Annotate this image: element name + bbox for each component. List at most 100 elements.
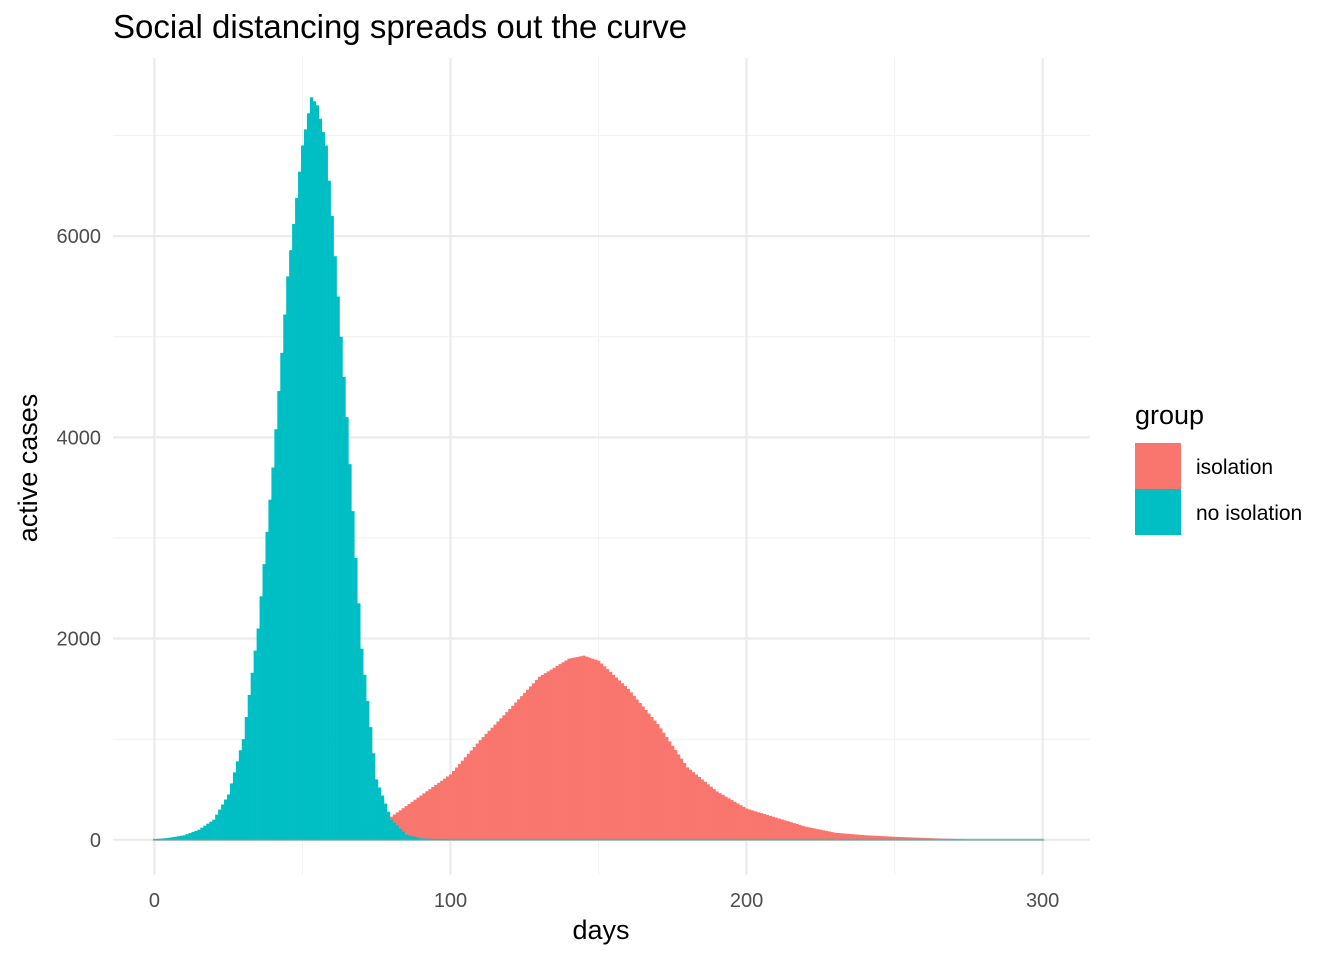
- bar: [665, 737, 669, 840]
- bar: [573, 657, 577, 840]
- bar: [585, 656, 589, 840]
- bar: [298, 171, 302, 840]
- bar: [499, 718, 503, 840]
- bar: [789, 822, 793, 840]
- bar: [517, 699, 521, 840]
- bar: [345, 417, 349, 840]
- bar: [460, 760, 465, 840]
- bar: [913, 837, 918, 840]
- bar: [280, 352, 284, 840]
- y-axis-title: active cases: [13, 394, 43, 543]
- y-tick-label: 0: [90, 830, 101, 852]
- bar: [315, 105, 320, 840]
- bar: [848, 833, 852, 840]
- bar: [668, 741, 672, 840]
- bar: [531, 683, 536, 840]
- bar: [780, 819, 784, 840]
- bar: [478, 740, 482, 840]
- bar: [697, 777, 701, 840]
- bar: [449, 774, 453, 840]
- y-tick-label: 2000: [57, 629, 102, 651]
- bar: [614, 677, 619, 840]
- bar: [795, 823, 799, 840]
- bar: [434, 784, 438, 840]
- bar: [336, 296, 340, 840]
- bar: [916, 837, 921, 840]
- bar: [620, 683, 625, 840]
- bar: [890, 836, 894, 840]
- bar: [354, 558, 358, 840]
- bar: [600, 663, 604, 840]
- baseline-bars: [152, 838, 1045, 841]
- bar: [899, 837, 903, 840]
- bar: [878, 836, 882, 840]
- bar: [454, 767, 459, 840]
- bar: [526, 689, 530, 840]
- bar: [277, 391, 281, 840]
- bar: [576, 656, 580, 840]
- bar: [463, 757, 468, 840]
- bar: [392, 822, 397, 840]
- bar: [401, 808, 405, 840]
- bar: [241, 739, 246, 840]
- baseline-bar-strip: [152, 838, 1045, 841]
- bar: [398, 810, 402, 840]
- bar: [520, 696, 524, 840]
- legend: group isolation no isolation: [1135, 400, 1302, 535]
- bar: [523, 692, 527, 840]
- bar: [407, 835, 411, 840]
- bar: [348, 464, 352, 840]
- bar: [869, 835, 873, 840]
- bar: [292, 224, 296, 840]
- bar: [706, 784, 710, 840]
- bar: [632, 695, 636, 840]
- bar: [730, 800, 734, 840]
- bar: [644, 709, 648, 840]
- bar: [623, 686, 627, 840]
- bar: [629, 692, 633, 840]
- bar: [265, 531, 269, 840]
- bar: [366, 700, 370, 840]
- bar: [321, 132, 325, 840]
- bar: [671, 745, 675, 840]
- bar: [383, 803, 388, 840]
- bar: [283, 314, 287, 840]
- bar: [774, 817, 778, 840]
- bar: [363, 674, 367, 840]
- series-layer: [152, 97, 1045, 841]
- bar: [176, 836, 180, 840]
- bar: [739, 805, 743, 840]
- bar: [709, 786, 713, 840]
- bar: [437, 782, 441, 840]
- bar: [845, 833, 850, 840]
- bar: [413, 836, 417, 840]
- bar: [700, 779, 704, 840]
- bar: [469, 750, 474, 840]
- bar: [810, 827, 814, 840]
- bar: [244, 717, 249, 840]
- bar: [567, 658, 571, 840]
- bar: [552, 667, 556, 840]
- bar: [543, 673, 548, 840]
- bar: [762, 814, 767, 840]
- bar: [724, 796, 728, 840]
- legend-label-isolation: isolation: [1196, 456, 1273, 479]
- bar: [443, 778, 447, 840]
- x-axis-title: days: [572, 915, 629, 945]
- bar: [591, 658, 595, 840]
- bar: [756, 812, 761, 840]
- bar: [798, 824, 802, 840]
- bar: [872, 835, 876, 840]
- bar: [786, 821, 790, 840]
- bar: [863, 835, 867, 840]
- bar: [416, 837, 420, 840]
- bar: [558, 664, 562, 840]
- bar: [662, 732, 666, 840]
- bar: [410, 836, 414, 840]
- bar: [801, 825, 805, 840]
- bar: [860, 835, 864, 840]
- bar: [407, 803, 411, 840]
- bar: [428, 789, 432, 840]
- bar: [312, 101, 317, 840]
- x-tick-label: 300: [1026, 890, 1059, 912]
